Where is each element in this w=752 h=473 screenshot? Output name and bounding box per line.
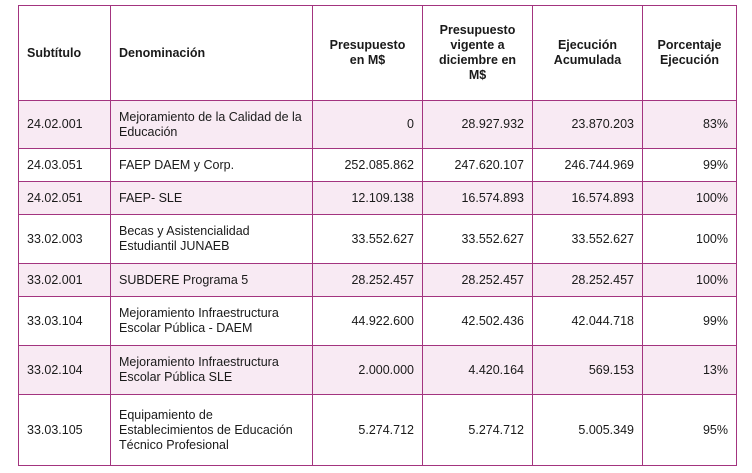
table-cell: 100% — [642, 263, 737, 297]
header-cell: Subtítulo — [18, 5, 111, 101]
table-cell: 24.03.051 — [18, 148, 111, 182]
table-cell: 33.02.003 — [18, 214, 111, 264]
table-cell: 12.109.138 — [312, 181, 423, 215]
table-cell: 95% — [642, 394, 737, 466]
header-cell: Denominación — [110, 5, 313, 101]
table-cell: 100% — [642, 214, 737, 264]
table-cell: 33.552.627 — [422, 214, 533, 264]
table-cell: 33.03.105 — [18, 394, 111, 466]
table-cell: 5.274.712 — [312, 394, 423, 466]
table-cell: 28.252.457 — [422, 263, 533, 297]
table-row: 33.02.003 Becas y Asistencialidad Estudia… — [18, 214, 737, 264]
table-body: 24.02.001 Mejoramiento de la Calidad de l… — [18, 100, 737, 466]
table-cell: 23.870.203 — [532, 100, 643, 149]
table-cell: Mejoramiento Infraestructura Escolar Púb… — [110, 345, 313, 395]
table-cell: 28.252.457 — [532, 263, 643, 297]
table-row: 24.02.051 FAEP- SLE 12.109.138 16.574.893 16… — [18, 181, 737, 215]
table-cell: 99% — [642, 148, 737, 182]
table-cell: 24.02.051 — [18, 181, 111, 215]
table-row: 24.03.051 FAEP DAEM y Corp. 252.085.862 247… — [18, 148, 737, 182]
table-cell: Becas y Asistencialidad Estudiantil JUNA… — [110, 214, 313, 264]
table-cell: FAEP- SLE — [110, 181, 313, 215]
header-row: Subtítulo Denominación Presupuesto en M$ Pr… — [18, 5, 737, 101]
header-cell: Porcentaje Ejecución — [642, 5, 737, 101]
table-cell: 83% — [642, 100, 737, 149]
table-cell: 13% — [642, 345, 737, 395]
table-cell: 4.420.164 — [422, 345, 533, 395]
table-row: 33.03.105 Equipamiento de Establecimiento… — [18, 394, 737, 466]
table-cell: 44.922.600 — [312, 296, 423, 346]
table-cell: 246.744.969 — [532, 148, 643, 182]
header-cell: Presupuesto en M$ — [312, 5, 423, 101]
table-cell: 24.02.001 — [18, 100, 111, 149]
table-cell: 33.02.104 — [18, 345, 111, 395]
table-cell: 252.085.862 — [312, 148, 423, 182]
table-cell: Mejoramiento Infraestructura Escolar Púb… — [110, 296, 313, 346]
table-cell: FAEP DAEM y Corp. — [110, 148, 313, 182]
table-cell: 33.03.104 — [18, 296, 111, 346]
table-cell: 5.005.349 — [532, 394, 643, 466]
table-cell: 16.574.893 — [422, 181, 533, 215]
table-cell: 569.153 — [532, 345, 643, 395]
budget-table: Subtítulo Denominación Presupuesto en M$ Pr… — [18, 5, 737, 466]
table-cell: 247.620.107 — [422, 148, 533, 182]
table-cell: 28.252.457 — [312, 263, 423, 297]
table-cell: 28.927.932 — [422, 100, 533, 149]
table-row: 33.02.104 Mejoramiento Infraestructura Es… — [18, 345, 737, 395]
table-row: 33.03.104 Mejoramiento Infraestructura Es… — [18, 296, 737, 346]
table-cell: 100% — [642, 181, 737, 215]
table-row: 33.02.001 SUBDERE Programa 5 28.252.457 28.… — [18, 263, 737, 297]
table-cell: 0 — [312, 100, 423, 149]
table-cell: 16.574.893 — [532, 181, 643, 215]
table-cell: 42.502.436 — [422, 296, 533, 346]
table-cell: 33.552.627 — [532, 214, 643, 264]
table-cell: 99% — [642, 296, 737, 346]
table-cell: Mejoramiento de la Calidad de la Educaci… — [110, 100, 313, 149]
table-cell: 2.000.000 — [312, 345, 423, 395]
table-cell: 33.552.627 — [312, 214, 423, 264]
table-row: 24.02.001 Mejoramiento de la Calidad de l… — [18, 100, 737, 149]
header-cell: Presupuesto vigente a diciembre en M$ — [422, 5, 533, 101]
header-cell: Ejecución Acumulada — [532, 5, 643, 101]
table-cell: Equipamiento de Establecimientos de Educ… — [110, 394, 313, 466]
table-cell: 33.02.001 — [18, 263, 111, 297]
table-cell: 42.044.718 — [532, 296, 643, 346]
table-cell: 5.274.712 — [422, 394, 533, 466]
table-cell: SUBDERE Programa 5 — [110, 263, 313, 297]
